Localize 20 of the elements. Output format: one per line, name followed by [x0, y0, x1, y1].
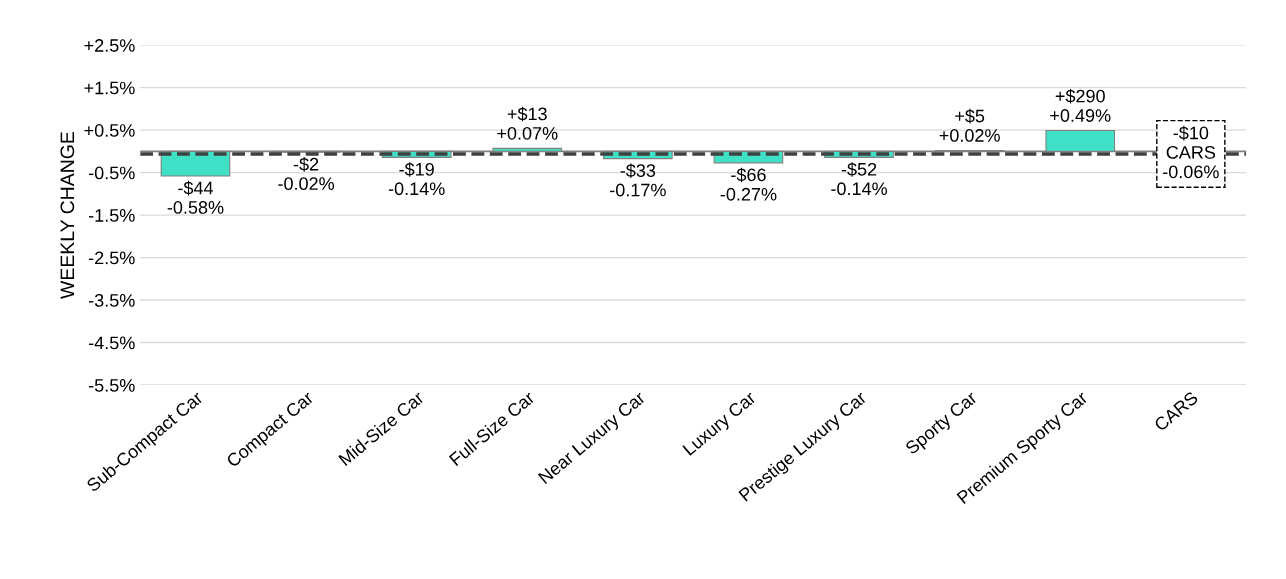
data-label: -$2 -0.02% [278, 157, 335, 191]
y-tick-label: -3.5% [88, 294, 135, 307]
y-tick-label: -2.5% [88, 251, 135, 265]
data-label: -$33 -0.17% [610, 163, 666, 197]
ref-line-label: -$10 CARS -0.06% [1163, 125, 1219, 179]
y-tick-label: -5.5% [88, 379, 135, 392]
y-tick-label: -0.5% [88, 166, 135, 180]
data-label: -$44 -0.58% [167, 180, 224, 214]
y-tick-label: +2.5% [84, 39, 135, 52]
y-tick-label: +0.5% [84, 124, 135, 137]
data-label: +$5 +0.02% [939, 108, 1000, 142]
data-label: +$290 +0.49% [1050, 88, 1111, 122]
data-label: -$52 -0.14% [831, 162, 888, 196]
y-axis-title: WEEKLY CHANGE [60, 132, 75, 299]
y-tick-label: -1.5% [88, 209, 135, 222]
y-tick-label: +1.5% [84, 81, 135, 95]
y-tick-label: -4.5% [88, 336, 135, 350]
data-label: +$13 +0.07% [497, 106, 558, 140]
data-label: -$19 -0.14% [388, 162, 445, 196]
data-label: -$66 -0.27% [720, 167, 777, 201]
